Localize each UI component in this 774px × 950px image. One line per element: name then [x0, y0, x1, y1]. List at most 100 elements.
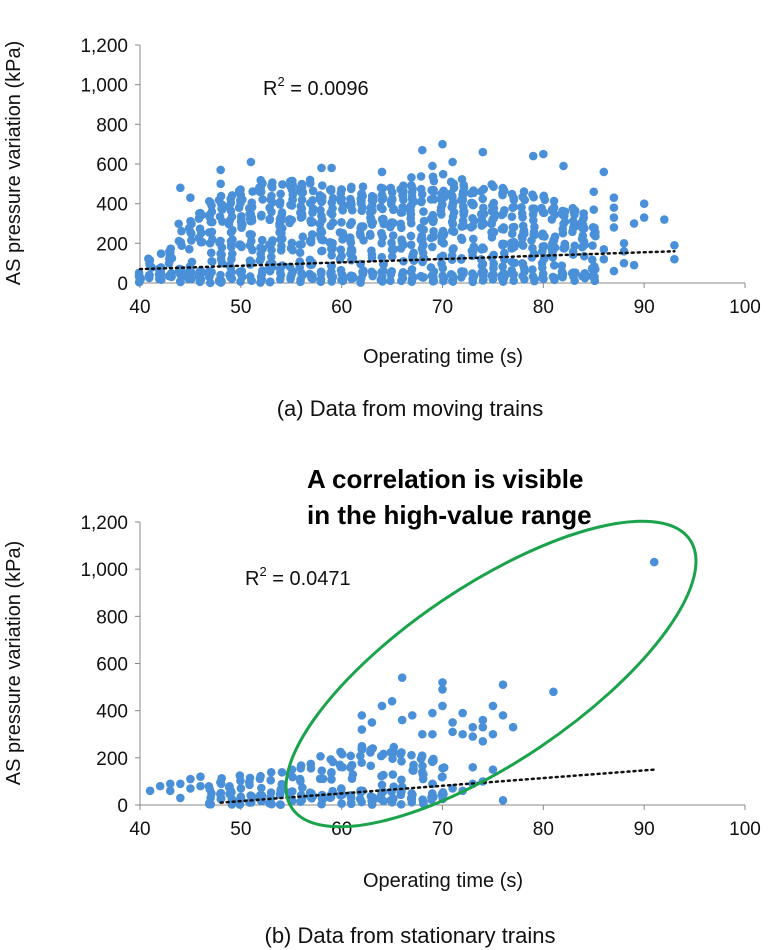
data-point [397, 270, 407, 280]
data-point [336, 245, 346, 255]
data-point [268, 178, 277, 187]
panel-a-axes: 0 200 400 600 800 1,000 1,200 40 50 60 70 80 90 100 [80, 36, 760, 318]
data-point [500, 248, 509, 258]
data-point [357, 190, 366, 199]
data-point [520, 195, 530, 205]
data-point [326, 221, 335, 231]
data-point [225, 202, 234, 211]
data-point [509, 276, 518, 285]
data-point [407, 195, 417, 204]
data-point [317, 799, 326, 809]
data-point [560, 242, 570, 252]
data-point [589, 205, 599, 214]
data-point [285, 215, 295, 224]
data-point [528, 151, 538, 161]
data-point [459, 207, 468, 216]
data-point [325, 185, 335, 194]
data-point [205, 272, 214, 282]
data-point [408, 766, 418, 775]
data-point [639, 199, 649, 208]
data-point [399, 203, 408, 213]
data-point [550, 232, 560, 241]
data-point [296, 275, 305, 284]
data-point [529, 192, 538, 202]
y-tick-label: 800 [96, 607, 128, 628]
data-point [478, 244, 487, 254]
data-point [165, 779, 175, 789]
data-point [207, 207, 217, 216]
data-point [558, 269, 568, 279]
data-point [619, 239, 629, 248]
data-point [208, 235, 217, 244]
data-point [396, 244, 406, 253]
data-point [609, 193, 619, 203]
data-point [468, 762, 478, 772]
data-point [327, 163, 336, 173]
data-point [134, 277, 144, 287]
data-point [478, 147, 488, 157]
data-point [416, 223, 425, 233]
data-point [437, 189, 446, 198]
data-point [346, 236, 355, 246]
data-point [458, 216, 468, 226]
data-point [316, 225, 325, 235]
data-point [207, 217, 217, 227]
highlight-ellipse [284, 519, 698, 829]
panel-a-ylabel: AS pressure variation (kPa) [3, 41, 25, 286]
data-point [186, 216, 195, 226]
data-point [167, 268, 176, 278]
data-point [216, 165, 225, 175]
data-point [378, 184, 388, 193]
x-tick-label: 80 [533, 297, 554, 318]
data-point [468, 277, 478, 287]
data-point [246, 791, 255, 800]
data-point [248, 245, 257, 255]
data-point [448, 157, 457, 167]
data-point [579, 209, 588, 218]
data-point [518, 241, 528, 250]
data-point [328, 272, 338, 282]
data-point [245, 229, 255, 239]
data-point [145, 270, 154, 280]
data-point [570, 276, 579, 286]
data-point [429, 176, 439, 186]
data-point [358, 269, 368, 279]
data-point [346, 751, 356, 761]
data-point [228, 249, 237, 259]
data-point [377, 228, 386, 238]
data-point [236, 776, 245, 786]
data-point [177, 241, 186, 250]
data-point [204, 196, 214, 206]
data-point [419, 254, 429, 263]
data-point [487, 227, 496, 237]
data-point [225, 270, 234, 279]
data-point [346, 194, 355, 204]
data-point [469, 244, 478, 254]
data-point [418, 145, 427, 155]
y-tick-label: 200 [96, 749, 128, 770]
data-point [317, 215, 327, 224]
x-tick-label: 60 [331, 297, 352, 318]
data-point [266, 776, 275, 785]
data-point [559, 161, 568, 171]
data-point [247, 276, 256, 285]
data-point [398, 188, 408, 197]
x-tick-label: 70 [432, 819, 453, 840]
data-point [548, 272, 558, 282]
data-point [226, 237, 236, 246]
data-point [458, 195, 468, 205]
data-point [408, 790, 417, 800]
y-tick-label: 400 [96, 702, 128, 723]
data-point [347, 774, 357, 783]
data-point [498, 189, 507, 198]
data-point [275, 200, 285, 209]
data-point [257, 235, 267, 245]
data-point [206, 248, 216, 258]
data-point [377, 252, 387, 262]
data-point [277, 768, 287, 777]
data-point [488, 201, 497, 211]
data-point [237, 211, 246, 221]
panel-b: A correlation is visible in the high-val… [3, 464, 761, 948]
data-point [417, 752, 427, 762]
data-point [256, 212, 266, 221]
